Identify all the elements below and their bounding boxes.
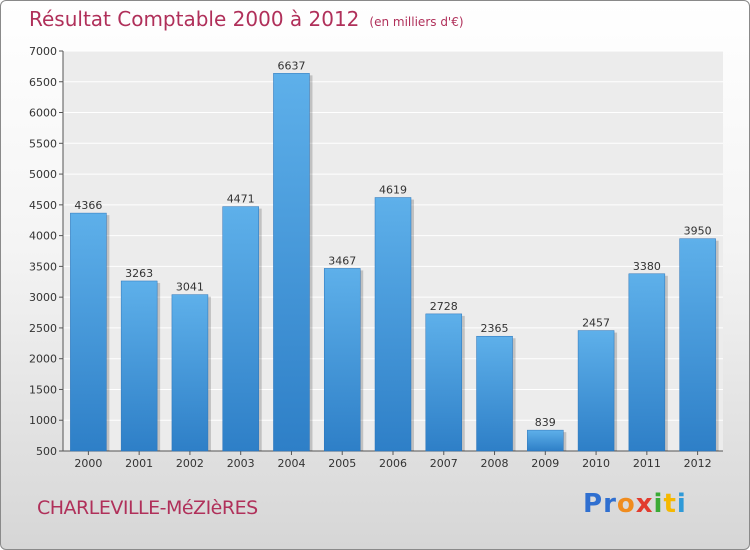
y-tick-label: 4500 xyxy=(29,199,57,212)
bar-2011 xyxy=(628,273,666,452)
proxiti-logo: Proxiti xyxy=(583,489,687,519)
bar-value-label: 3263 xyxy=(125,267,153,280)
bar-2006 xyxy=(374,197,412,452)
bar-value-label: 4619 xyxy=(379,184,407,197)
bar-2000 xyxy=(70,212,107,452)
bar-value-label: 2728 xyxy=(430,300,458,313)
x-tick-label: 2003 xyxy=(227,457,255,470)
y-tick-label: 6500 xyxy=(29,76,57,89)
bar-value-label: 839 xyxy=(535,416,556,429)
logo-letter: i xyxy=(653,489,664,519)
y-tick-label: 6000 xyxy=(29,107,57,120)
x-tick-label: 2008 xyxy=(481,457,509,470)
logo-letter: x xyxy=(635,489,654,519)
y-tick-label: 3000 xyxy=(29,291,57,304)
y-tick-label: 5500 xyxy=(29,137,57,150)
logo-letter: i xyxy=(676,489,687,519)
logo-letter: P xyxy=(583,489,604,519)
y-tick-label: 5000 xyxy=(29,168,57,181)
logo-letter: o xyxy=(616,489,636,519)
y-tick-label: 500 xyxy=(36,445,57,458)
bar-2007 xyxy=(425,313,463,452)
y-tick-label: 1500 xyxy=(29,383,57,396)
bar-value-label: 2365 xyxy=(481,322,509,335)
x-tick-label: 2011 xyxy=(633,457,661,470)
chart-unit: (en milliers d'€) xyxy=(369,15,464,29)
bar-2008 xyxy=(476,335,513,452)
x-tick-label: 2012 xyxy=(684,457,712,470)
bar-value-label: 3467 xyxy=(328,254,356,267)
bar-2002 xyxy=(171,294,209,452)
chart-title: Résultat Comptable 2000 à 2012 (en millie… xyxy=(29,7,464,31)
bar-value-label: 2457 xyxy=(582,317,610,330)
bar-2009 xyxy=(527,429,564,452)
x-tick-label: 2001 xyxy=(125,457,153,470)
logo-letter: r xyxy=(603,489,617,519)
y-tick-label: 2000 xyxy=(29,353,57,366)
city-name: CHARLEVILLE-MéZIèRES xyxy=(37,497,258,519)
bar-2003 xyxy=(222,206,259,452)
x-tick-label: 2004 xyxy=(277,457,305,470)
logo-letter: t xyxy=(663,489,677,519)
x-tick-label: 2000 xyxy=(74,457,102,470)
bar-2004 xyxy=(273,73,310,452)
labels: 500 1000 1500 2000 2500 3000 3500 4000 4500 5000 5… xyxy=(29,45,712,470)
y-tick-label: 7000 xyxy=(29,45,57,58)
x-tick-label: 2007 xyxy=(430,457,458,470)
bar-value-label: 6637 xyxy=(277,59,305,72)
x-tick-label: 2002 xyxy=(176,457,204,470)
y-tick-label: 4000 xyxy=(29,230,57,243)
x-tick-label: 2005 xyxy=(328,457,356,470)
bar-value-label: 3380 xyxy=(633,260,661,273)
bar-2005 xyxy=(323,268,361,452)
chart-title-text: Résultat Comptable 2000 à 2012 xyxy=(29,7,360,31)
bar-value-label: 4366 xyxy=(74,199,102,212)
bar-value-label: 4471 xyxy=(227,193,255,206)
bar-value-label: 3041 xyxy=(176,281,204,294)
x-tick-label: 2009 xyxy=(531,457,559,470)
y-tick-label: 3500 xyxy=(29,260,57,273)
y-tick-label: 2500 xyxy=(29,322,57,335)
x-tick-label: 2010 xyxy=(582,457,610,470)
y-tick-label: 1000 xyxy=(29,414,57,427)
bar-2001 xyxy=(120,280,158,452)
bar-2010 xyxy=(577,330,615,452)
x-tick-label: 2006 xyxy=(379,457,407,470)
bar-2012 xyxy=(679,238,716,452)
bars xyxy=(70,73,719,452)
bar-value-label: 3950 xyxy=(684,225,712,238)
